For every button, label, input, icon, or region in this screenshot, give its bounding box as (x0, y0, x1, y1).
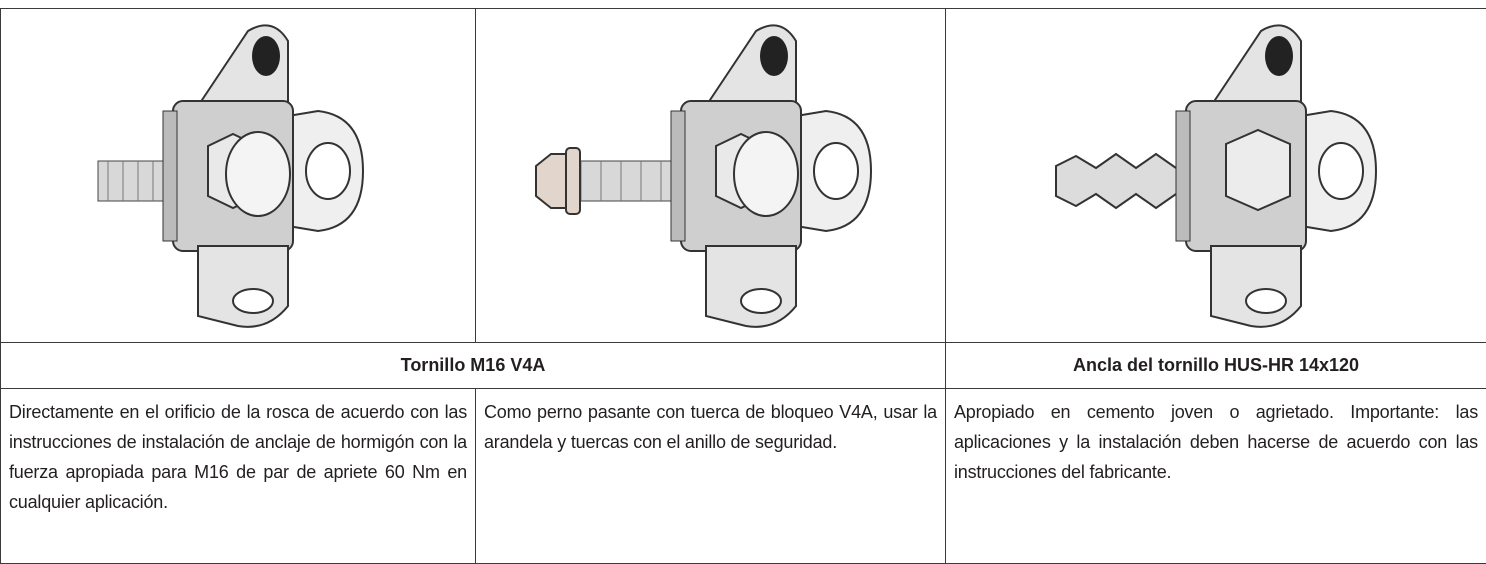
image-cell (476, 9, 946, 343)
image-cell (1, 9, 476, 343)
anchor-table: Tornillo M16 V4A Ancla del tornillo HUS-… (0, 8, 1486, 564)
image-cell (946, 9, 1486, 343)
column-header: Tornillo M16 V4A (1, 343, 946, 389)
description: Apropiado en cemento joven o agrietado. … (946, 389, 1486, 564)
anchor-image (1036, 16, 1396, 336)
column-header: Ancla del tornillo HUS-HR 14x120 (946, 343, 1486, 389)
anchor-image (531, 16, 891, 336)
anchor-image (88, 16, 388, 336)
description: Directamente en el orificio de la rosca … (1, 389, 476, 564)
description: Como perno pasante con tuerca de bloqueo… (476, 389, 946, 564)
